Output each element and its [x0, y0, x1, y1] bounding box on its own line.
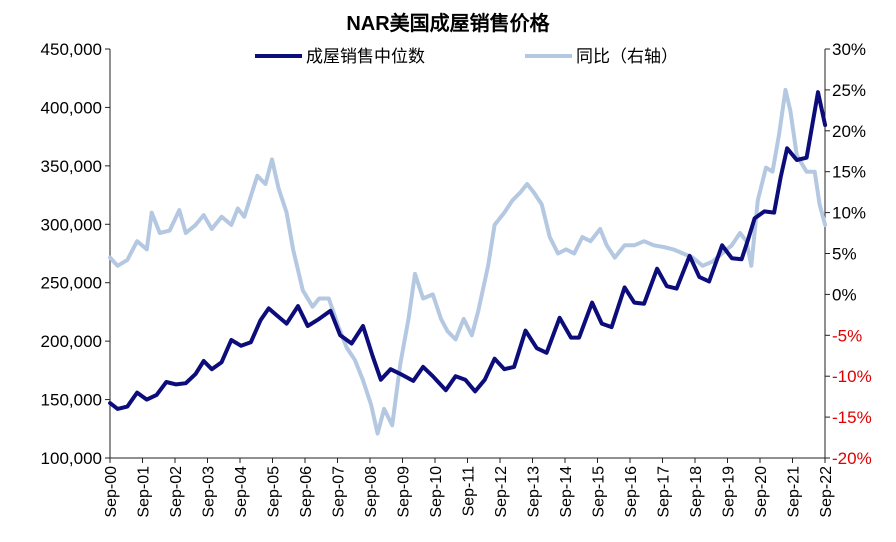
legend: 成屋销售中位数 同比（右轴） — [255, 47, 678, 66]
left-tick-label: 350,000 — [41, 157, 102, 176]
left-tick-label: 200,000 — [41, 332, 102, 351]
left-tick-label: 400,000 — [41, 98, 102, 117]
x-tick-label: Sep-22 — [818, 466, 835, 518]
right-tick-label: -20% — [832, 449, 872, 468]
x-tick-label: Sep-14 — [558, 466, 575, 518]
x-tick-label: Sep-13 — [526, 466, 543, 518]
x-tick-label: Sep-20 — [753, 466, 770, 518]
x-axis-ticks: Sep-00 Sep-01 Sep-02 Sep-03 Sep-04 Sep-05 Sep-… — [103, 458, 835, 518]
series-yoy-line — [108, 87, 828, 436]
right-tick-label: -15% — [832, 408, 872, 427]
right-tick-label: 20% — [832, 122, 866, 141]
left-tick-label: 300,000 — [41, 215, 102, 234]
x-tick-label: Sep-10 — [428, 466, 445, 518]
right-axis-ticks: -20% -15% -10% -5% 0% 5% 10% 15% 20% 25% 30% — [825, 40, 872, 468]
legend-median-label: 成屋销售中位数 — [306, 47, 425, 66]
x-tick-label: Sep-16 — [623, 466, 640, 518]
x-tick-label: Sep-12 — [493, 466, 510, 518]
x-tick-label: Sep-15 — [591, 466, 608, 518]
x-tick-label: Sep-09 — [396, 466, 413, 518]
legend-yoy-label: 同比（右轴） — [576, 47, 678, 66]
left-tick-label: 150,000 — [41, 391, 102, 410]
x-tick-label: Sep-04 — [233, 466, 250, 518]
x-tick-label: Sep-17 — [656, 466, 673, 518]
x-tick-label: Sep-21 — [786, 466, 803, 518]
right-tick-label: -5% — [832, 326, 862, 345]
left-tick-label: 100,000 — [41, 449, 102, 468]
right-tick-label: 30% — [832, 40, 866, 59]
right-tick-label: -10% — [832, 367, 872, 386]
x-tick-label: Sep-02 — [168, 466, 185, 518]
x-tick-label: Sep-08 — [363, 466, 380, 518]
series-median-price-line — [108, 90, 828, 411]
left-tick-label: 450,000 — [41, 40, 102, 59]
right-tick-label: 25% — [832, 81, 866, 100]
right-tick-label: 15% — [832, 163, 866, 182]
left-axis-ticks: 100,000 150,000 200,000 250,000 300,000 350,0… — [41, 40, 110, 468]
x-tick-label: Sep-05 — [266, 466, 283, 518]
x-tick-label: Sep-11 — [461, 466, 478, 517]
chart-title: NAR美国成屋销售价格 — [346, 11, 550, 35]
x-tick-label: Sep-00 — [103, 466, 120, 518]
x-tick-label: Sep-18 — [688, 466, 705, 518]
right-tick-label: 0% — [832, 285, 857, 304]
right-tick-label: 5% — [832, 245, 857, 264]
x-tick-label: Sep-03 — [201, 466, 218, 518]
x-tick-label: Sep-01 — [136, 466, 153, 518]
x-tick-label: Sep-19 — [721, 466, 738, 518]
x-tick-label: Sep-07 — [331, 466, 348, 518]
left-tick-label: 250,000 — [41, 274, 102, 293]
right-tick-label: 10% — [832, 204, 866, 223]
x-tick-label: Sep-06 — [298, 466, 315, 518]
